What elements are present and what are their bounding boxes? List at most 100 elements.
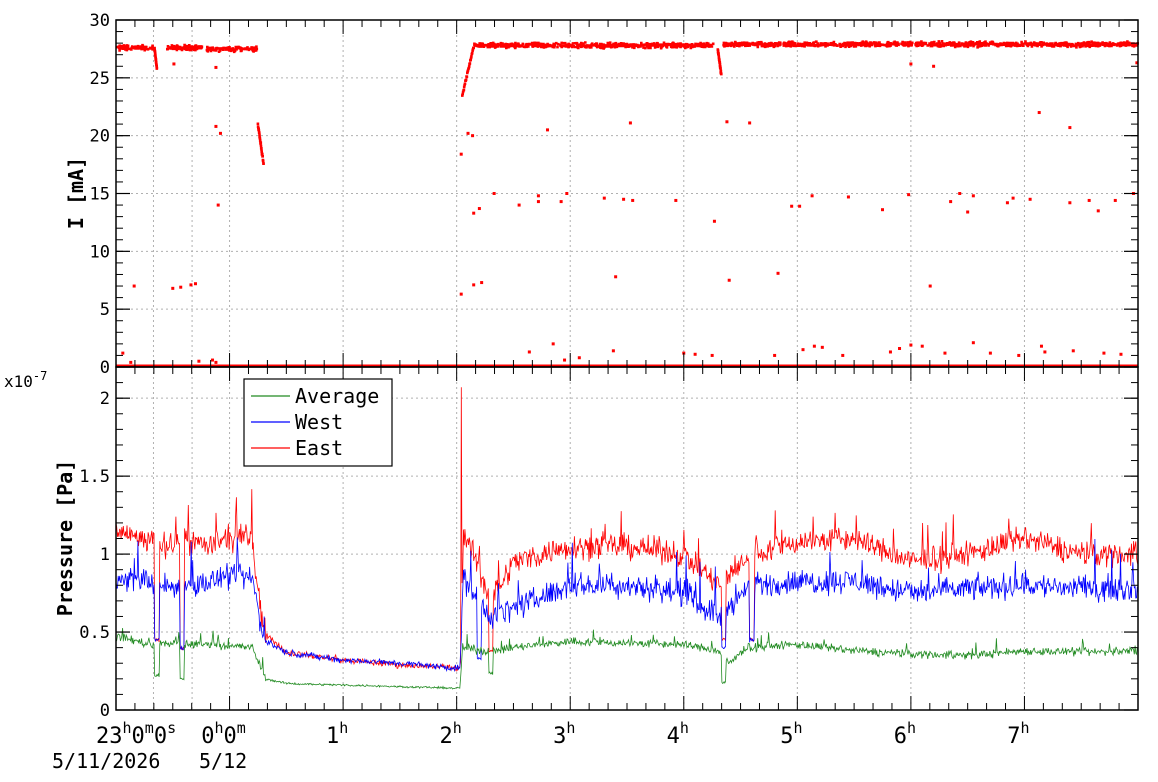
current-outlier: [193, 282, 197, 286]
current-outlier: [565, 192, 569, 195]
current-outlier: [472, 211, 476, 215]
current-outlier: [179, 285, 183, 289]
current-outlier: [943, 351, 947, 355]
current-panel: 0 5 10 15 20 25 30 I [mA]: [64, 11, 1139, 378]
current-ramp: [461, 46, 475, 97]
current-outlier: [1068, 201, 1072, 205]
y-tick-label: 1.5: [79, 467, 110, 487]
current-outlier: [1096, 209, 1100, 213]
current-outlier: [189, 283, 193, 287]
y-tick-label: 5: [100, 300, 110, 320]
current-outlier: [527, 350, 531, 354]
current-outlier: [214, 65, 218, 69]
current-ticks: 0 5 10 15 20 25 30: [90, 11, 1139, 378]
current-outlier: [958, 192, 962, 195]
current-points: [722, 40, 1139, 49]
current-outlier: [949, 200, 953, 204]
current-outlier: [517, 203, 521, 207]
current-outlier: [909, 343, 913, 347]
current-outlier: [907, 193, 911, 197]
y-tick-label: 15: [90, 185, 110, 205]
current-outlier: [920, 344, 924, 348]
current-outlier: [622, 197, 626, 201]
current-points: [205, 45, 259, 54]
pressure-panel: 0 0.5 1 1.5 2 Pressure [Pa] x10-7 AverageWes…: [4, 366, 1139, 721]
current-outlier: [881, 208, 884, 212]
current-outlier: [536, 200, 540, 204]
current-outlier: [129, 360, 133, 364]
y-tick-label: 0.5: [79, 623, 110, 643]
current-outlier: [1011, 196, 1015, 200]
current-outlier: [551, 342, 555, 346]
current-outlier: [577, 356, 581, 360]
current-outlier: [466, 131, 470, 135]
current-outlier: [988, 351, 992, 355]
y-tick-label: 1: [100, 545, 110, 565]
current-outlier: [841, 353, 845, 357]
current-outlier: [727, 278, 731, 282]
y-tick-label: 0: [100, 701, 110, 721]
y-tick-label: 20: [90, 127, 110, 147]
current-outlier: [898, 346, 902, 350]
current-outlier: [214, 360, 218, 364]
legend-label-average: Average: [295, 384, 379, 408]
current-outlier: [171, 286, 175, 290]
current-outlier: [773, 353, 777, 357]
current-outlier: [211, 358, 215, 362]
current-ramp: [256, 122, 265, 165]
current-outlier: [812, 344, 816, 348]
y-tick-label: 2: [100, 389, 110, 409]
current-outlier: [932, 64, 936, 68]
pressure-line-west: [115, 537, 1139, 673]
current-outlier: [472, 283, 476, 287]
y-tick-label: 25: [90, 69, 110, 89]
current-outlier: [1017, 353, 1021, 357]
current-outlier: [459, 292, 463, 296]
current-outlier: [563, 358, 567, 362]
current-outlier: [1068, 126, 1072, 130]
current-outlier: [216, 203, 220, 207]
y-tick-label: 10: [90, 242, 110, 262]
current-outlier: [459, 152, 463, 156]
current-outlier: [966, 210, 970, 214]
current-outlier: [471, 134, 475, 138]
current-outlier: [628, 121, 632, 125]
current-outlier: [674, 198, 678, 202]
current-outlier: [888, 350, 892, 354]
current-outlier: [928, 284, 932, 288]
current-outlier: [197, 359, 201, 363]
current-outlier: [710, 353, 714, 357]
current-outlier: [1043, 350, 1047, 354]
current-ramp: [153, 46, 159, 70]
current-points: [166, 43, 204, 52]
current-outlier: [1119, 352, 1123, 356]
current-outlier: [121, 351, 125, 355]
current-outlier: [536, 194, 540, 198]
current-outlier: [693, 352, 697, 356]
current-outlier: [1135, 61, 1139, 65]
legend-label-west: West: [295, 410, 343, 434]
current-outlier: [1039, 344, 1043, 348]
current-outlier: [480, 281, 484, 285]
current-points: [116, 43, 155, 52]
pressure-data: [115, 387, 1139, 690]
current-outlier: [1037, 111, 1041, 115]
current-outlier: [602, 196, 606, 200]
current-outlier: [820, 345, 824, 349]
current-outlier: [1071, 349, 1075, 353]
current-outlier: [611, 349, 615, 353]
current-outlier: [477, 207, 481, 211]
current-outlier: [748, 121, 752, 125]
current-outlier: [1087, 198, 1091, 202]
date-label-start: 5/11/2026: [52, 749, 160, 773]
current-outlier: [132, 284, 136, 288]
current-outlier: [1005, 201, 1009, 205]
current-outlier: [846, 195, 850, 199]
current-outlier: [614, 275, 618, 279]
current-outlier: [810, 194, 814, 198]
current-outlier: [971, 194, 975, 198]
pressure-y-axis-label: Pressure [Pa]: [53, 460, 77, 617]
